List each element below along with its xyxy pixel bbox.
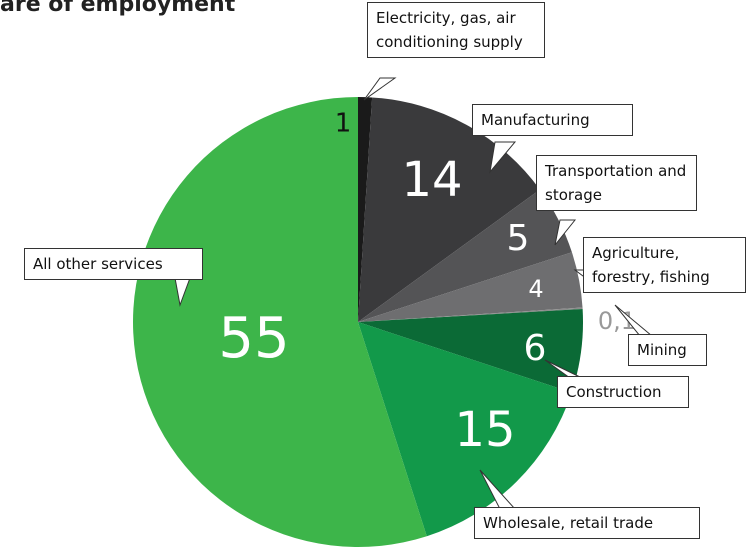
category-label: Mining	[628, 334, 707, 366]
category-label: All other services	[24, 248, 203, 280]
data-label: 5	[507, 218, 530, 259]
pie-slice	[133, 97, 427, 547]
category-label: Agriculture, forestry, fishing	[583, 237, 746, 293]
pie-slice	[358, 97, 373, 322]
data-label: 4	[528, 275, 543, 303]
data-label: 1	[335, 109, 352, 139]
data-label: 15	[454, 402, 515, 458]
category-label: Wholesale, retail trade	[474, 507, 700, 539]
callout-pointer	[554, 219, 577, 246]
pie-slice	[358, 252, 583, 322]
pie-slice	[358, 308, 583, 393]
chart-title: are of employment	[0, 0, 236, 17]
pie-slice	[358, 307, 583, 322]
callout-pointer	[489, 141, 517, 174]
data-label: 55	[218, 306, 289, 371]
data-label: 14	[401, 152, 462, 208]
category-label: Transportation and storage	[536, 155, 697, 211]
category-label: Electricity, gas, air conditioning suppl…	[367, 2, 545, 58]
pie-slice	[358, 322, 572, 537]
pie-slice	[358, 189, 572, 322]
category-label: Manufacturing	[472, 104, 633, 136]
data-label: 6	[524, 328, 547, 369]
category-label: Construction	[557, 376, 689, 408]
callout-pointer	[363, 77, 397, 101]
